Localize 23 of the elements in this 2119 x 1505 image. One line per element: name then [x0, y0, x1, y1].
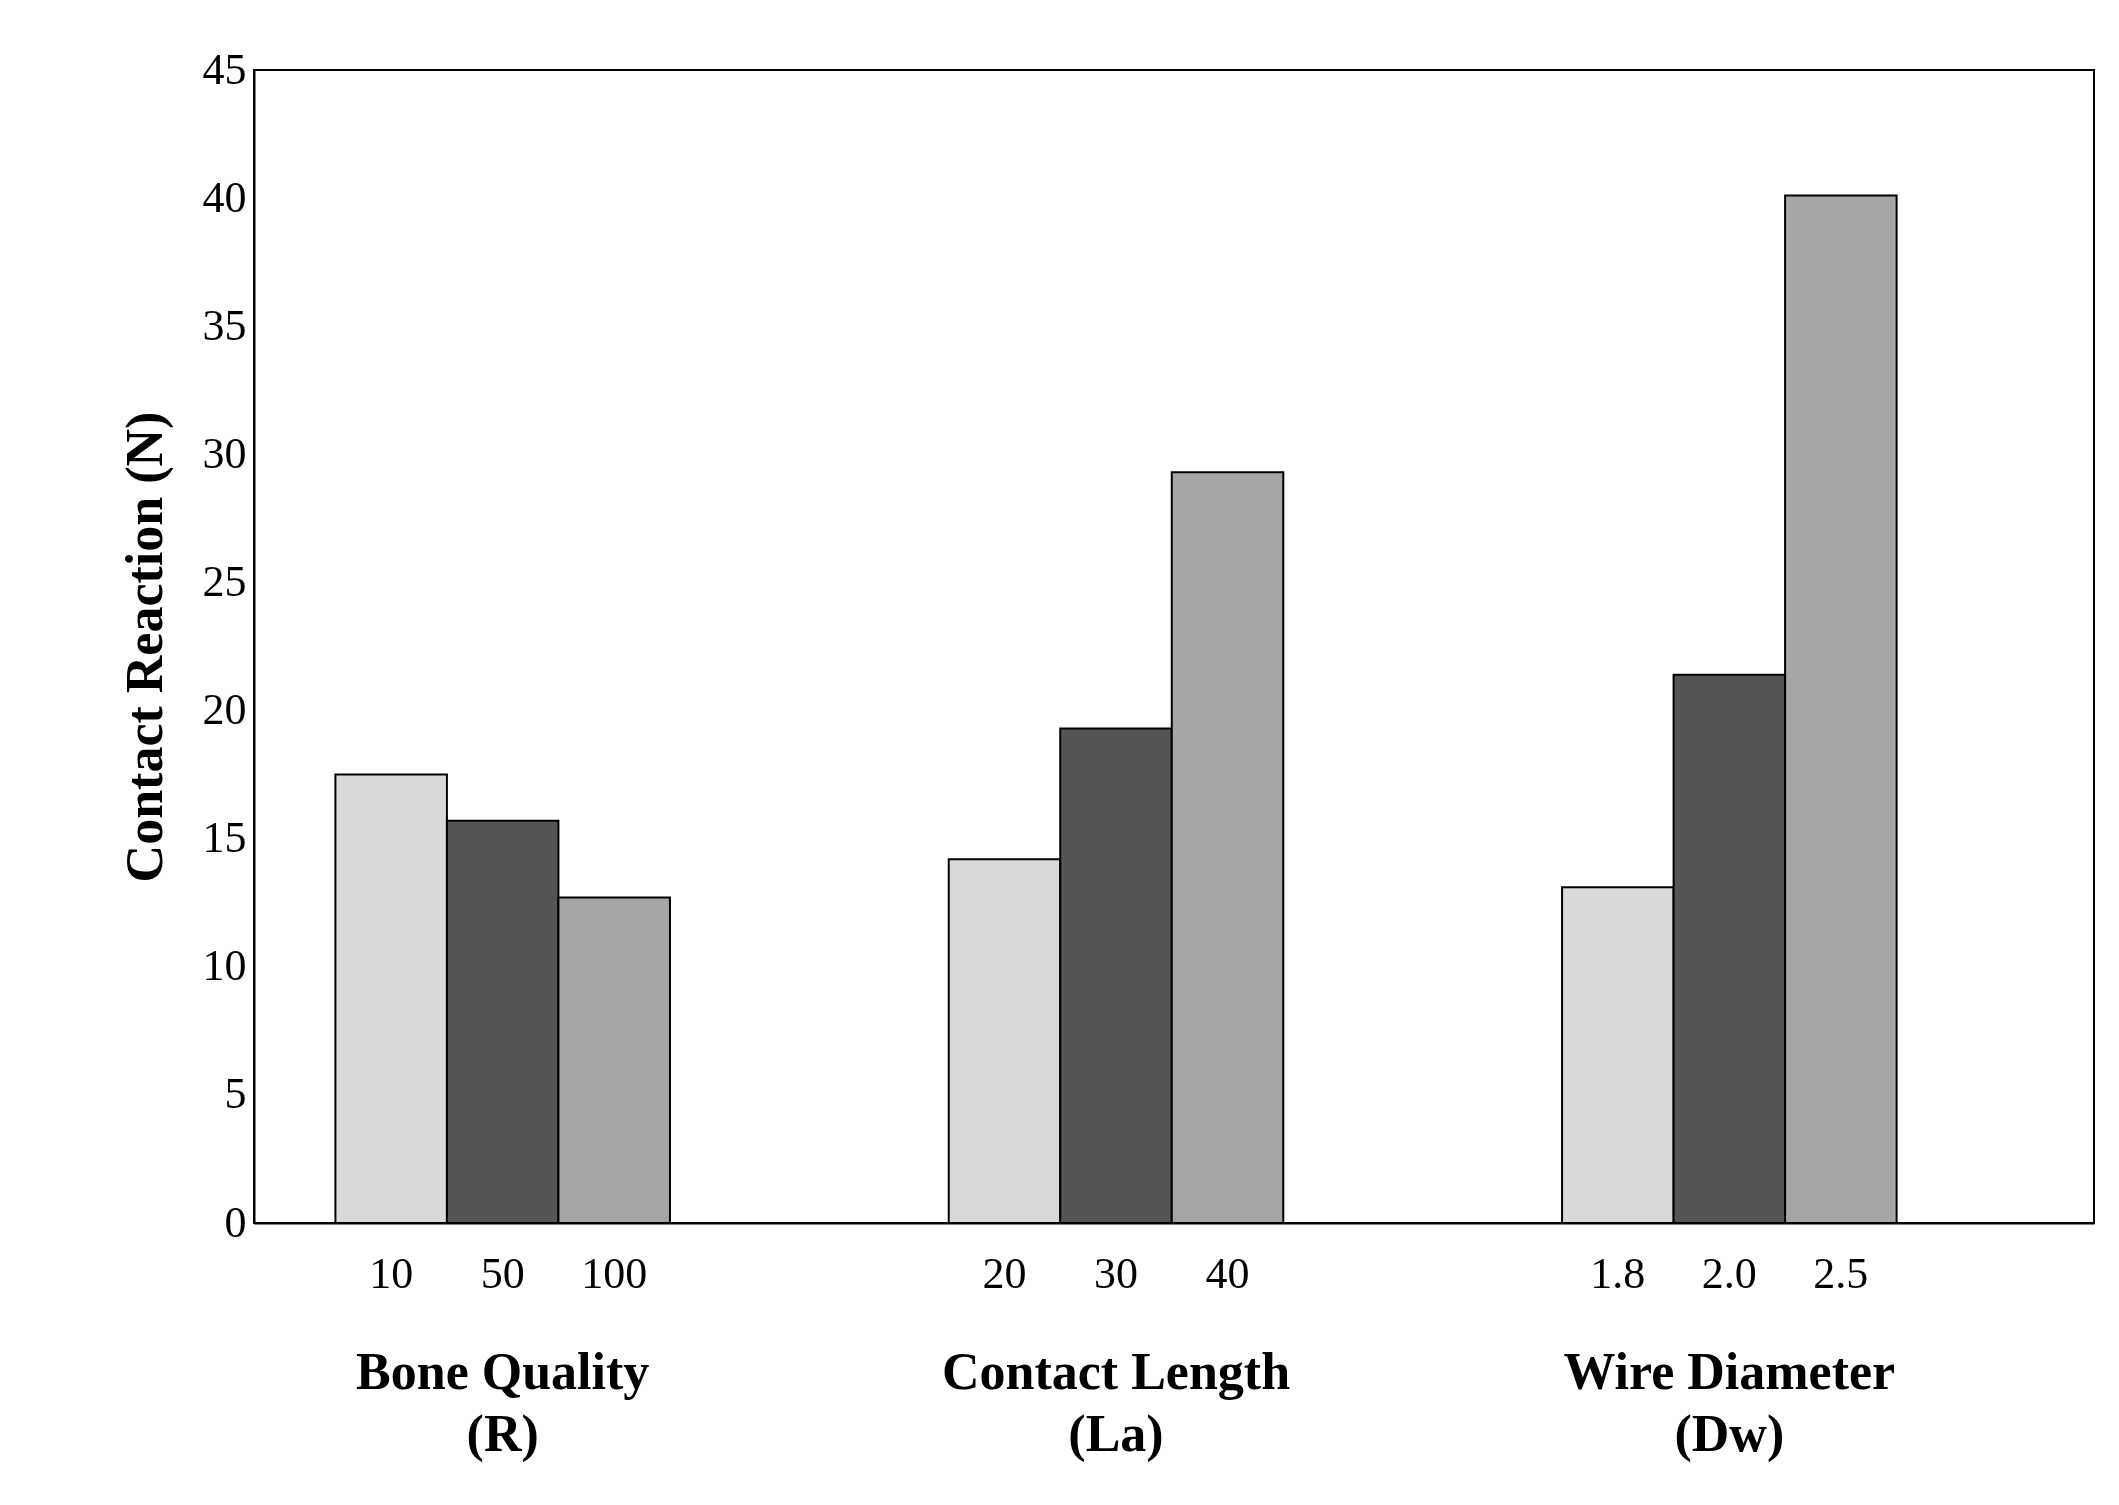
y-tick-label: 35	[202, 300, 247, 350]
x-tick-label: 10	[369, 1249, 414, 1298]
y-tick-label: 15	[202, 813, 247, 863]
x-tick-label: 2.5	[1813, 1249, 1869, 1298]
y-tick-label: 30	[202, 428, 247, 478]
y-tick-label: 20	[202, 685, 247, 735]
y-tick-label: 40	[202, 172, 247, 222]
y-tick-label: 0	[224, 1197, 247, 1247]
x-tick-label: 40	[1205, 1249, 1250, 1298]
text: Contact Length (La)	[941, 1343, 1291, 1463]
y-tick-label: 25	[202, 556, 247, 606]
text: Bone Quality (R)	[356, 1343, 650, 1463]
y-tick-label: 5	[224, 1069, 247, 1119]
text: Wire Diameter (Dw)	[1563, 1343, 1896, 1463]
x-tick-label: 2.0	[1701, 1249, 1757, 1298]
x-tick-label: 30	[1094, 1249, 1139, 1298]
x-tick-label: 50	[480, 1249, 525, 1298]
x-tick-label: 100	[581, 1249, 648, 1298]
y-tick-label: 10	[202, 941, 247, 991]
y-axis-title: Contact Reaction (N)	[115, 411, 174, 883]
x-tick-label: 20	[982, 1249, 1027, 1298]
y-tick-label: 45	[202, 44, 247, 94]
x-tick-label: 1.8	[1590, 1249, 1646, 1298]
